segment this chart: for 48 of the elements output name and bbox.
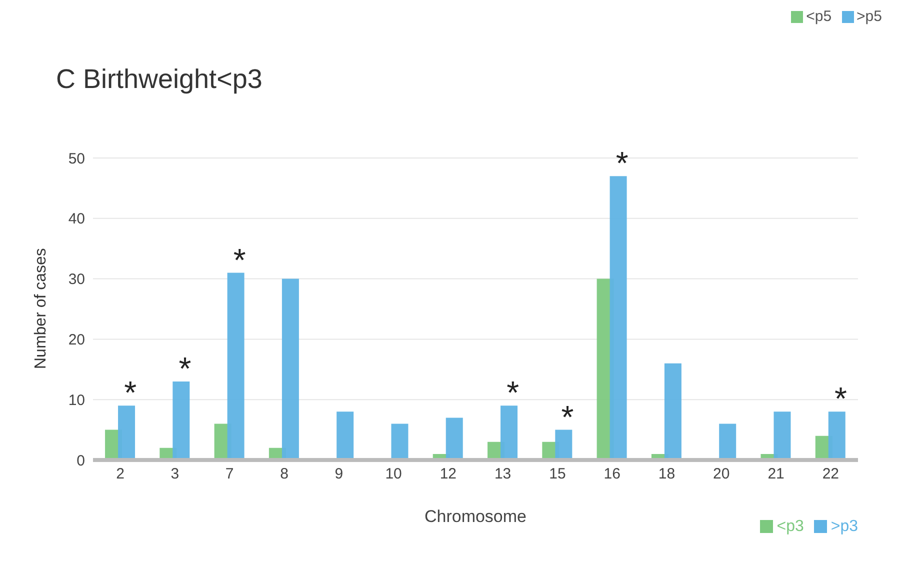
- x-tick-label: 12: [440, 466, 457, 483]
- annotation: *: [124, 374, 137, 411]
- bar: [774, 412, 791, 460]
- x-tick-label: 3: [170, 466, 180, 483]
- bar: [227, 272, 244, 460]
- text: >p5: [856, 8, 882, 25]
- x-tick-label: 9: [334, 466, 344, 483]
- x-tick-label: 22: [822, 466, 840, 483]
- bar: [446, 418, 463, 460]
- x-tick-label: 15: [549, 466, 566, 483]
- chart-title: C Birthweight<p3: [56, 64, 262, 95]
- bar: [172, 381, 190, 460]
- y-tick-label: 10: [68, 392, 85, 409]
- y-tick-label: 0: [76, 452, 85, 470]
- x-axis-title: Chromosome: [424, 507, 527, 526]
- annotation: *: [616, 145, 628, 182]
- text: <p5: [806, 8, 832, 25]
- x-tick-label: 7: [225, 466, 234, 483]
- bar: [828, 412, 846, 460]
- annotation: *: [178, 350, 192, 386]
- y-tick-label: 50: [68, 150, 85, 168]
- bar: [336, 412, 354, 460]
- annotation: *: [561, 398, 574, 435]
- bar: [282, 278, 299, 460]
- bar: [555, 430, 572, 460]
- bar: [391, 424, 408, 460]
- x-tick-label: 13: [494, 466, 512, 483]
- bar: [664, 363, 682, 460]
- y-tick-label: 20: [68, 332, 85, 349]
- bar: [118, 406, 136, 460]
- legend-label: >p3: [830, 518, 858, 535]
- x-tick-label: 8: [280, 466, 288, 483]
- legend-label: <p3: [776, 518, 804, 535]
- annotation: *: [834, 380, 847, 417]
- y-tick-label: 30: [68, 271, 85, 288]
- bar: [719, 424, 736, 460]
- x-tick-label: 20: [713, 466, 730, 483]
- x-tick-label: 16: [604, 466, 620, 483]
- y-tick-label: 40: [68, 210, 85, 228]
- x-tick-label: 2: [116, 466, 124, 483]
- bar: [500, 406, 518, 460]
- annotation: *: [506, 374, 520, 411]
- bar: [610, 176, 627, 460]
- x-tick-label: 18: [658, 466, 676, 483]
- annotation: *: [233, 242, 246, 278]
- y-axis-title: Number of cases: [32, 248, 50, 369]
- x-tick-label: 21: [768, 466, 784, 483]
- x-tick-label: 10: [385, 466, 402, 483]
